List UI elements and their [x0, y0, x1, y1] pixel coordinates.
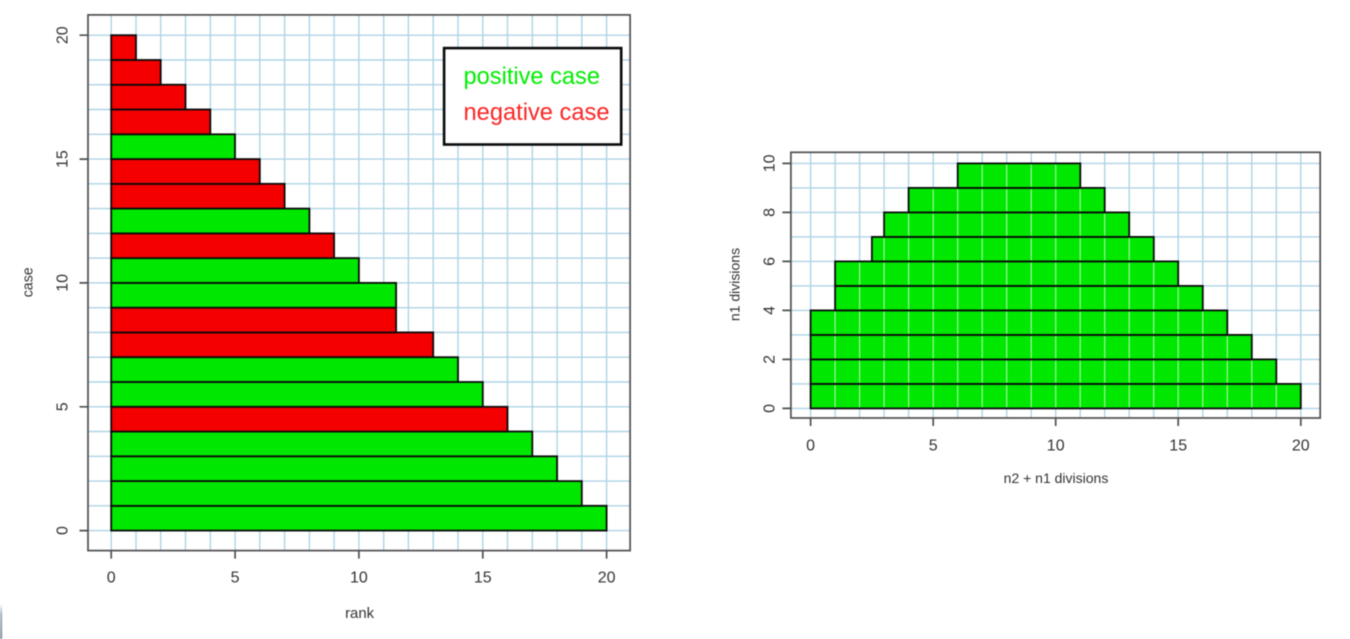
svg-text:case: case: [19, 267, 36, 297]
svg-text:0: 0: [806, 437, 815, 454]
svg-text:0: 0: [762, 404, 779, 413]
svg-text:10: 10: [1047, 437, 1065, 454]
svg-text:20: 20: [1292, 437, 1310, 454]
svg-text:15: 15: [474, 570, 492, 587]
svg-text:5: 5: [231, 570, 240, 587]
svg-text:positive case: positive case: [464, 63, 601, 90]
svg-text:n1 divisions: n1 divisions: [727, 248, 743, 321]
svg-text:0: 0: [107, 570, 116, 587]
svg-text:n2 + n1 divisions: n2 + n1 divisions: [1004, 470, 1109, 486]
svg-text:20: 20: [598, 570, 616, 587]
svg-text:10: 10: [350, 570, 368, 587]
svg-text:negative case: negative case: [464, 99, 610, 126]
svg-text:6: 6: [762, 257, 779, 266]
svg-text:2: 2: [762, 355, 779, 364]
svg-text:8: 8: [762, 208, 779, 217]
svg-text:0: 0: [54, 526, 71, 535]
svg-text:10: 10: [762, 154, 779, 172]
svg-text:4: 4: [762, 306, 779, 315]
svg-text:10: 10: [54, 274, 71, 292]
svg-text:15: 15: [1169, 437, 1187, 454]
svg-text:20: 20: [54, 26, 71, 44]
svg-text:15: 15: [54, 150, 71, 168]
svg-text:5: 5: [929, 437, 938, 454]
svg-text:rank: rank: [345, 605, 374, 622]
svg-text:5: 5: [54, 402, 71, 411]
